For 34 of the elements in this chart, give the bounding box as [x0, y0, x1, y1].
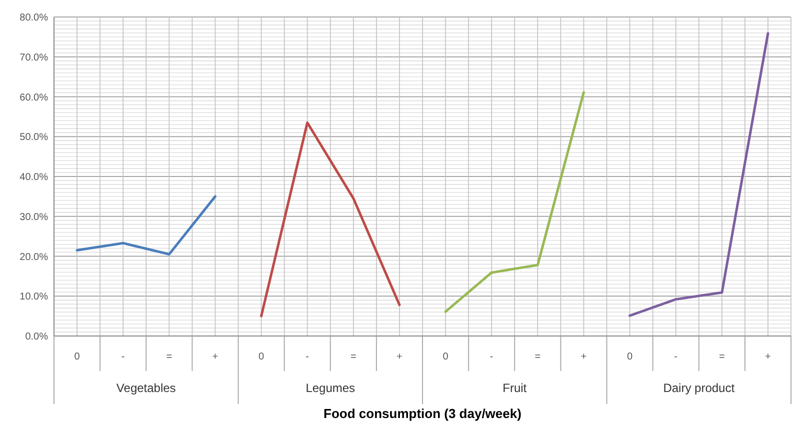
y-tick-label: 10.0% — [20, 292, 48, 303]
y-tick-label: 80.0% — [20, 12, 48, 24]
line-series — [76, 195, 216, 256]
x-tick-label: = — [718, 352, 725, 362]
y-tick-label: 70.0% — [20, 52, 48, 64]
x-tick-label: 0 — [442, 352, 449, 362]
x-tick-label: = — [534, 352, 541, 362]
x-tick-label: - — [674, 352, 678, 362]
y-tick-label: 60.0% — [20, 92, 48, 104]
line-series — [444, 91, 585, 313]
x-tick-label: 0 — [258, 352, 264, 362]
x-tick-label: = — [350, 352, 356, 362]
x-tick-label: + — [765, 352, 772, 362]
y-tick-label: 30.0% — [20, 212, 48, 223]
x-tick-label: - — [306, 352, 310, 362]
x-tick-label: + — [580, 352, 587, 362]
x-tick-label: - — [121, 352, 125, 362]
x-tick-label: 0 — [74, 352, 80, 362]
x-tick-label: 0 — [627, 352, 633, 362]
text: Dairy product — [663, 381, 736, 396]
x-tick-label: - — [490, 352, 494, 362]
y-tick-label: 40.0% — [20, 172, 48, 183]
line-series — [628, 32, 770, 317]
x-tick-label: = — [166, 352, 172, 362]
text: Fruit — [502, 381, 528, 396]
text: Legumes — [306, 381, 356, 396]
text: Vegetables — [116, 381, 176, 396]
x-tick-label: + — [212, 352, 218, 362]
line-series — [260, 121, 401, 318]
y-tick-label: 0.0% — [25, 332, 48, 342]
x-tick-label: + — [396, 352, 403, 362]
x-axis-title: Food consumption (3 day/week) — [324, 406, 522, 421]
y-tick-label: 50.0% — [20, 132, 48, 144]
y-tick-label: 20.0% — [20, 252, 48, 263]
